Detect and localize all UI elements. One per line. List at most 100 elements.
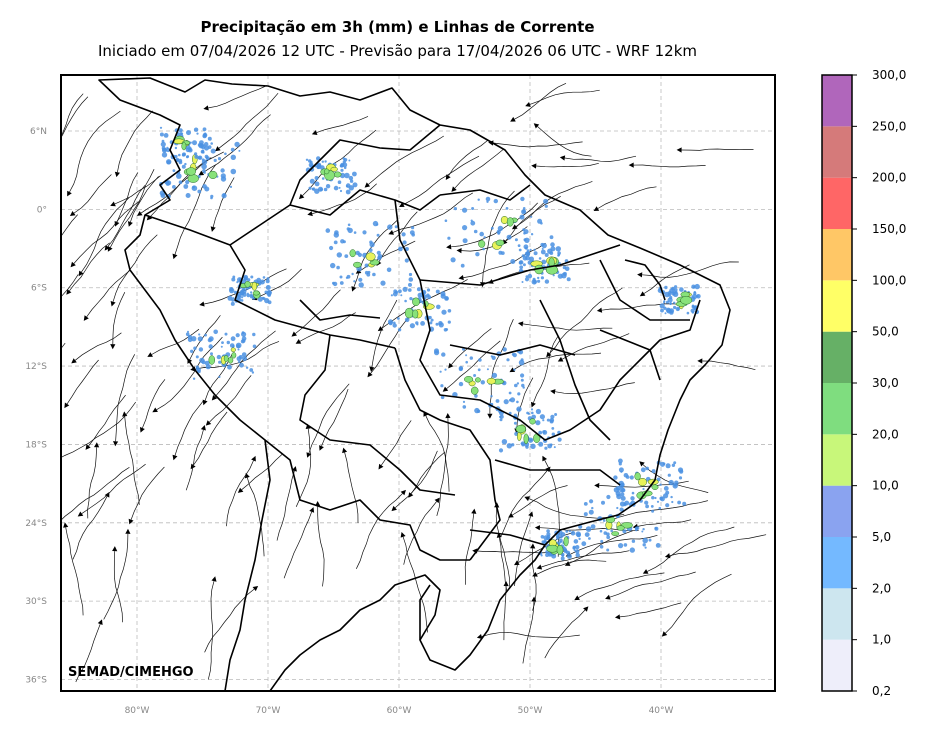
streamline (256, 268, 302, 299)
rain-cell (174, 146, 178, 150)
rain-cell (323, 187, 328, 192)
streamline (202, 114, 271, 174)
streamline-arrow (639, 461, 645, 467)
streamline (637, 519, 692, 527)
streamline (117, 110, 153, 173)
rain-cell (246, 292, 249, 295)
rain-cell (397, 317, 400, 320)
rain-cell (193, 346, 197, 350)
rain-cell (202, 132, 208, 138)
streamline-arrow (48, 528, 55, 535)
streamline-arrow (198, 170, 205, 176)
rain-cell (514, 383, 518, 388)
rain-cell (508, 391, 512, 395)
streamline (69, 242, 110, 292)
streamline (448, 139, 489, 176)
rain-cell (521, 254, 525, 258)
rain-cell (180, 132, 184, 135)
rain-cell (316, 163, 322, 169)
streamline-arrow (445, 413, 451, 419)
rain-cell (208, 344, 213, 349)
rain-cell (190, 349, 194, 353)
rain-cell (161, 139, 165, 143)
rain-cell (535, 420, 541, 426)
streamline-arrow (508, 512, 514, 518)
rain-core (181, 142, 187, 151)
streamline (113, 551, 123, 623)
rain-cell (525, 275, 529, 278)
rain-cell (564, 266, 570, 272)
rain-cell (499, 415, 502, 419)
rain-cell (428, 315, 432, 320)
streamline-arrow (388, 229, 394, 235)
rain-cell (218, 375, 221, 378)
rain-cell (172, 185, 176, 189)
rain-cell (538, 430, 543, 435)
rain-cell (241, 331, 245, 334)
streamline-arrow (534, 525, 541, 531)
streamline (464, 513, 475, 585)
streamline (75, 623, 101, 683)
rain-cell (599, 529, 603, 533)
rain-cell (538, 257, 542, 260)
streamline-arrow (298, 193, 305, 200)
rain-cell (642, 487, 645, 491)
rain-cell (589, 499, 594, 504)
rain-cell (510, 259, 516, 264)
rain-cell (541, 243, 547, 249)
rain-cell (192, 140, 197, 146)
rain-cell (517, 244, 521, 248)
lat-tick-label: 18°S (25, 440, 47, 450)
rain-cell (513, 368, 516, 371)
rain-cell (376, 223, 379, 226)
streamline-arrow (557, 356, 564, 362)
lat-tick-label: 6°S (31, 284, 47, 294)
streamline (61, 93, 84, 137)
rain-cell (656, 500, 660, 503)
rain-cell (490, 395, 493, 398)
rain-cell (267, 300, 272, 305)
rain-cell (516, 408, 520, 411)
streamline-arrow (528, 511, 534, 517)
rain-core (330, 166, 338, 172)
streamline-arrow (399, 202, 405, 208)
rain-cell (160, 141, 166, 147)
rain-cell (447, 320, 451, 324)
rain-cell (599, 545, 604, 549)
rain-cell (368, 248, 373, 253)
rain-cell (333, 240, 338, 245)
streamline-arrow (448, 362, 454, 369)
streamline-arrow (676, 147, 682, 153)
rain-cell (509, 397, 516, 403)
rain-cell (659, 496, 665, 502)
rain-cell (199, 357, 205, 364)
rain-cell (185, 155, 189, 159)
rain-cell (540, 222, 543, 225)
lat-tick-label: 12°S (25, 362, 47, 372)
rain-cell (537, 276, 540, 280)
colorbar-label: 5,0 (872, 530, 891, 544)
streamline (107, 185, 146, 247)
rain-cell (416, 287, 421, 292)
streamline (283, 511, 313, 579)
rain-cell (188, 146, 192, 150)
rain-cell (491, 372, 498, 379)
streamline (61, 401, 136, 458)
streamline (66, 359, 99, 405)
rain-cell (575, 531, 581, 537)
colorbar-swatch (822, 126, 852, 178)
colorbar-swatch (822, 537, 852, 589)
streamline (564, 155, 637, 162)
rain-core (353, 261, 362, 268)
rain-cell (232, 297, 235, 300)
rain-cell (266, 289, 272, 296)
rain-cell (314, 176, 319, 180)
streamline (81, 463, 146, 514)
streamline (140, 157, 212, 214)
rain-cell (540, 554, 543, 557)
rain-cell (550, 414, 555, 419)
streamline (537, 126, 592, 157)
rain-cell (308, 186, 312, 190)
rain-cell (386, 267, 392, 273)
rain-cell (645, 504, 649, 509)
